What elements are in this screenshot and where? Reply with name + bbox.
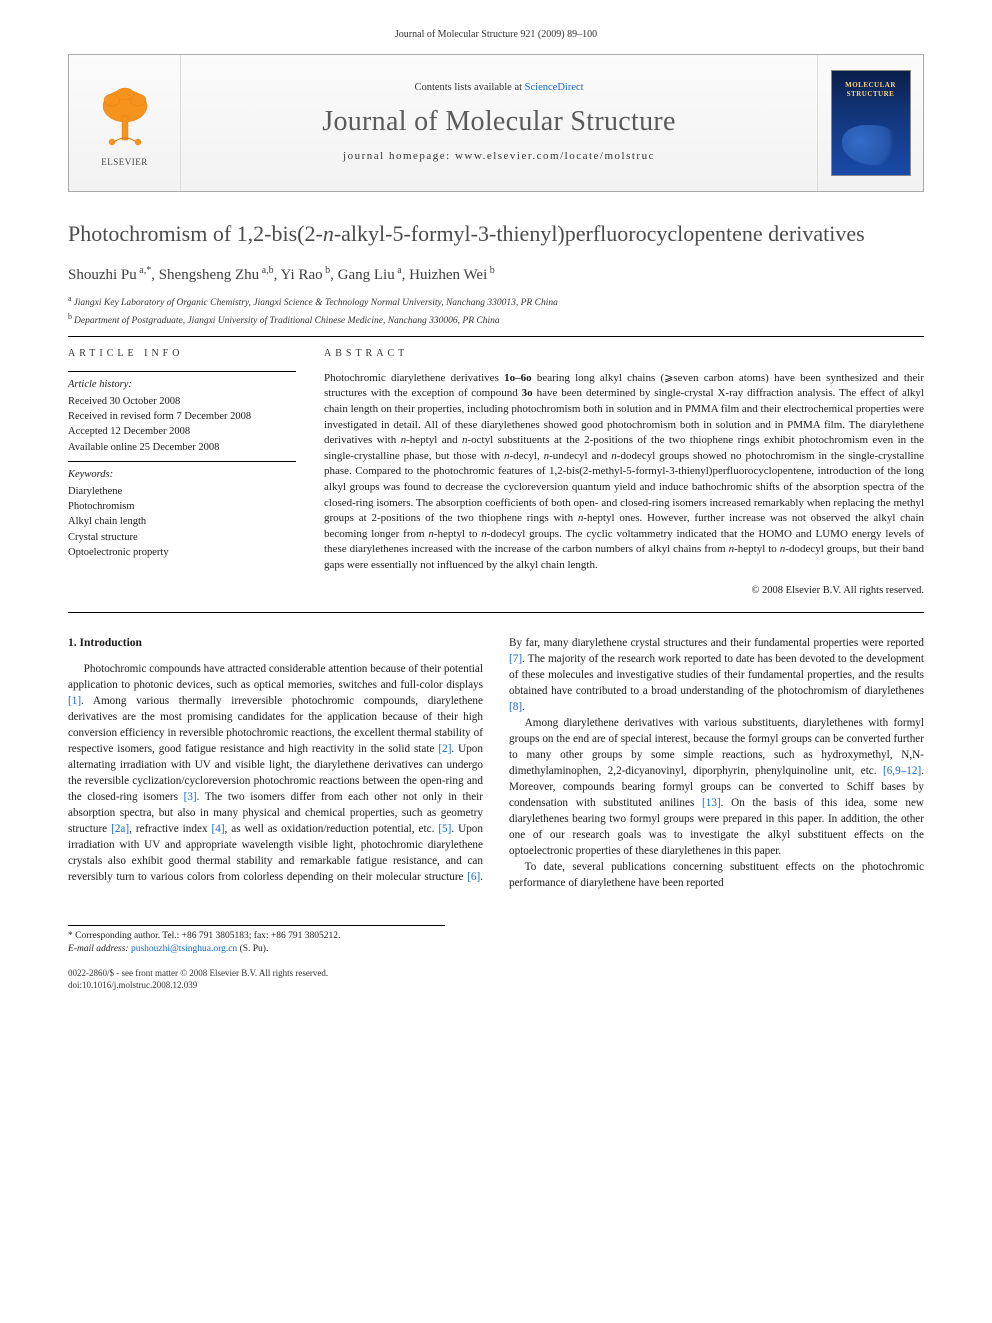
email-suffix: (S. Pu). (240, 944, 269, 954)
email-link[interactable]: pushouzhi@tsinghua.org.cn (131, 944, 237, 954)
journal-homepage: journal homepage: www.elsevier.com/locat… (343, 149, 655, 164)
doi-block: 0022-2860/$ - see front matter © 2008 El… (68, 967, 924, 991)
abstract-block: ABSTRACT Photochromic diarylethene deriv… (324, 347, 924, 598)
affiliation: aJiangxi Key Laboratory of Organic Chemi… (68, 293, 924, 310)
contents-prefix: Contents lists available at (414, 82, 524, 93)
publisher-logo-box: ELSEVIER (69, 55, 181, 191)
affiliation-text: Jiangxi Key Laboratory of Organic Chemis… (74, 299, 558, 309)
elsevier-logo: ELSEVIER (86, 77, 164, 169)
journal-name: Journal of Molecular Structure (322, 103, 675, 141)
body-paragraph: Among diarylethene derivatives with vari… (509, 715, 924, 859)
front-matter-line: 0022-2860/$ - see front matter © 2008 El… (68, 967, 924, 979)
rule (68, 461, 296, 462)
keyword: Crystal structure (68, 530, 296, 545)
abstract-copyright: © 2008 Elsevier B.V. All rights reserved… (324, 584, 924, 598)
cover-art (842, 125, 902, 165)
citation-link[interactable]: [1] (68, 695, 81, 707)
rule (68, 612, 924, 613)
citation-link[interactable]: [13] (702, 797, 721, 809)
citation-link[interactable]: [7] (509, 653, 522, 665)
history-line: Received in revised form 7 December 2008 (68, 409, 296, 424)
citation-link[interactable]: [5] (438, 823, 451, 835)
publisher-name: ELSEVIER (101, 156, 148, 168)
citation-link[interactable]: [4] (212, 823, 225, 835)
affiliations: aJiangxi Key Laboratory of Organic Chemi… (68, 293, 924, 328)
history-lines: Received 30 October 2008 Received in rev… (68, 394, 296, 455)
article-title: Photochromism of 1,2-bis(2-n-alkyl-5-for… (68, 220, 924, 249)
masthead: ELSEVIER Contents lists available at Sci… (68, 54, 924, 192)
rule (68, 336, 924, 337)
citation-link[interactable]: [3] (184, 791, 197, 803)
sciencedirect-link[interactable]: ScienceDirect (525, 82, 584, 93)
citation-link[interactable]: [2a] (111, 823, 129, 835)
citation-link[interactable]: [6] (467, 871, 480, 883)
history-line: Received 30 October 2008 (68, 394, 296, 409)
history-line: Available online 25 December 2008 (68, 440, 296, 455)
journal-cover-box: MOLECULAR STRUCTURE (817, 55, 923, 191)
title-text: Photochromism of 1,2-bis(2-n-alkyl-5-for… (68, 221, 865, 246)
cover-title: MOLECULAR STRUCTURE (836, 81, 906, 100)
citation-link[interactable]: [2] (438, 743, 451, 755)
corresponding-author-footnote: * Corresponding author. Tel.: +86 791 38… (68, 925, 445, 957)
keywords-lines: Diarylethene Photochromism Alkyl chain l… (68, 484, 296, 560)
masthead-center: Contents lists available at ScienceDirec… (181, 55, 817, 191)
affiliation-text: Department of Postgraduate, Jiangxi Univ… (74, 316, 500, 326)
citation-link[interactable]: [6,9–12] (883, 765, 921, 777)
running-header: Journal of Molecular Structure 921 (2009… (68, 28, 924, 42)
email-label: E-mail address: (68, 944, 129, 954)
contents-available-line: Contents lists available at ScienceDirec… (414, 81, 583, 95)
body-paragraph: To date, several publications concerning… (509, 859, 924, 891)
authors-line: Shouzhi Pu a,*, Shengsheng Zhu a,b, Yi R… (68, 264, 924, 285)
affiliation: bDepartment of Postgraduate, Jiangxi Uni… (68, 311, 924, 328)
keyword: Alkyl chain length (68, 514, 296, 529)
keyword: Optoelectronic property (68, 545, 296, 560)
history-line: Accepted 12 December 2008 (68, 424, 296, 439)
keywords-head: Keywords: (68, 468, 296, 482)
keyword: Photochromism (68, 499, 296, 514)
rule (68, 371, 296, 372)
keyword: Diarylethene (68, 484, 296, 499)
doi-line: doi:10.1016/j.molstruc.2008.12.039 (68, 979, 924, 991)
body-columns: 1. Introduction Photochromic compounds h… (68, 635, 924, 891)
article-info-label: ARTICLE INFO (68, 347, 296, 361)
corr-author-line: * Corresponding author. Tel.: +86 791 38… (68, 930, 445, 943)
history-head: Article history: (68, 378, 296, 392)
elsevier-tree-icon (94, 86, 156, 152)
abstract-text: Photochromic diarylethene derivatives 1o… (324, 371, 924, 574)
article-info: ARTICLE INFO Article history: Received 3… (68, 347, 296, 598)
section-heading: 1. Introduction (68, 635, 483, 651)
journal-cover: MOLECULAR STRUCTURE (831, 70, 911, 176)
abstract-label: ABSTRACT (324, 347, 924, 361)
email-line: E-mail address: pushouzhi@tsinghua.org.c… (68, 943, 445, 956)
citation-link[interactable]: [8] (509, 701, 522, 713)
info-abstract-row: ARTICLE INFO Article history: Received 3… (68, 347, 924, 598)
